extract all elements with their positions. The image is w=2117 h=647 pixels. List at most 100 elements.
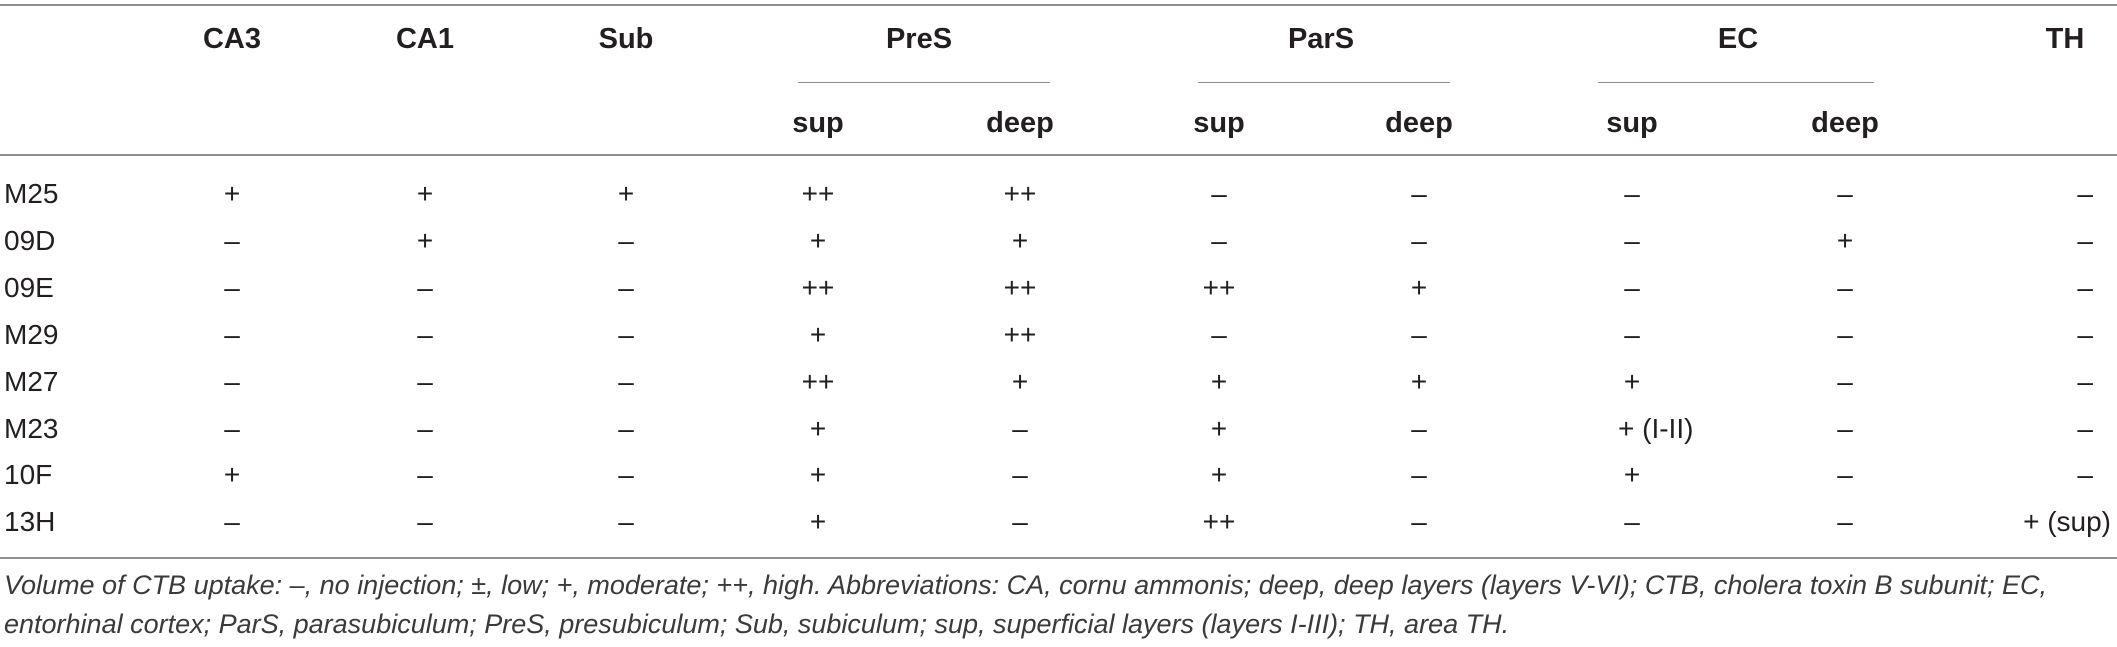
table-cell: – [417,319,433,350]
table-cell: – [1411,178,1427,209]
table-cell: – [417,366,433,397]
row-label: 09E [4,272,54,303]
table-cell: – [1411,506,1427,537]
table-cell: – [417,459,433,490]
table-cell: – [224,272,240,303]
table-cell: – [618,366,634,397]
table-cell: – [1837,272,1853,303]
table-cell: – [224,413,240,444]
table-cell: – [1624,272,1640,303]
header-ca3: CA3 [202,23,262,55]
table-cell: – [1012,413,1028,444]
table-cell: – [1837,506,1853,537]
row-label: M27 [4,366,59,397]
row-label: 09D [4,225,56,256]
table-cell: – [1411,319,1427,350]
table-cell: + [1410,272,1428,303]
table-cell: – [1837,319,1853,350]
table-cell: – [417,506,433,537]
row-label: M29 [4,319,59,350]
table-footnote: Volume of CTB uptake: –, no injection; ±… [4,570,2048,639]
table-cell: – [1411,413,1427,444]
table-cell: – [1012,459,1028,490]
table-cell: – [618,272,634,303]
table-cell: – [618,225,634,256]
table-cell: + [416,178,434,209]
header-ec: EC [1717,23,1759,55]
table-cell: – [1837,178,1853,209]
header-th: TH [2045,23,2085,55]
table-cell: – [618,506,634,537]
table-cell: – [2077,459,2093,490]
subheader-ec-sup: sup [1606,107,1658,139]
table-cell: – [618,413,634,444]
table-cell: ++ [1202,272,1236,303]
table-cell: – [417,413,433,444]
table-cell: – [1837,413,1853,444]
table-cell: – [1211,319,1227,350]
table-cell: + [416,225,434,256]
table-cell: + [809,225,827,256]
table-cell: – [1837,366,1853,397]
header-sub: Sub [598,23,654,55]
table-cell: ++ [1003,319,1037,350]
table-cell: – [224,225,240,256]
table-cell: – [2077,225,2093,256]
table-cell: – [1624,319,1640,350]
table-cell: – [224,366,240,397]
table-cell: + [1011,225,1029,256]
table-cell: + [1836,225,1854,256]
row-label: 10F [4,459,53,490]
table-cell: + [223,178,241,209]
table-cell: – [618,459,634,490]
subheader-ec-deep: deep [1811,107,1879,139]
row-label: 13H [4,506,56,537]
table-cell: – [224,506,240,537]
table-cell: – [1012,506,1028,537]
table-top-rule [0,4,2117,6]
subheader-pars-deep: deep [1385,107,1453,139]
table-cell: – [1837,459,1853,490]
pars-span-rule [1198,82,1450,83]
header-ca1: CA1 [395,23,455,55]
table-cell: – [1624,225,1640,256]
table-cell: ++ [801,272,835,303]
table-header-rule [0,154,2117,156]
table-cell: – [618,319,634,350]
table-cell: + [1210,413,1228,444]
table-cell: – [1211,225,1227,256]
table-cell: – [1411,459,1427,490]
table-cell: – [2077,319,2093,350]
table-cell: – [1624,178,1640,209]
table-cell: – [224,319,240,350]
table-cell: + [1210,459,1228,490]
row-label: M23 [4,413,59,444]
table-cell: ++ [801,366,835,397]
table-cell: – [2077,178,2093,209]
table-cell: – [1211,178,1227,209]
table-cell: ++ [1202,506,1236,537]
table-bottom-rule [0,557,2117,559]
table-cell: + (I-II) [1618,413,1694,444]
table-cell: + [809,459,827,490]
header-pars: ParS [1287,23,1355,55]
table-cell: + [617,178,635,209]
table-cell: + [809,413,827,444]
table-cell: + [809,319,827,350]
pres-span-rule [798,82,1050,83]
subheader-pars-sup: sup [1193,107,1245,139]
table-cell: – [1624,506,1640,537]
table-cell: – [2077,413,2093,444]
table-cell: + [1011,366,1029,397]
table-cell: + [809,506,827,537]
row-label: M25 [4,178,59,209]
table-cell: + [1410,366,1428,397]
subheader-pres-deep: deep [986,107,1054,139]
table-cell: – [2077,366,2093,397]
header-pres: PreS [885,23,953,55]
table-cell: + (sup) [2023,506,2111,537]
table-cell: + [1210,366,1228,397]
ec-span-rule [1598,82,1874,83]
table-cell: + [1623,459,1641,490]
